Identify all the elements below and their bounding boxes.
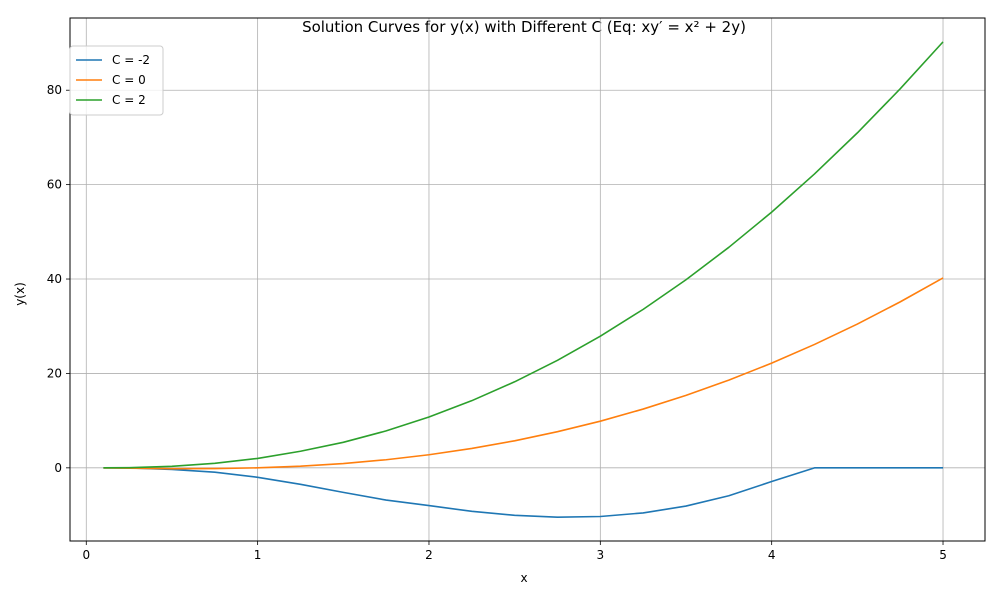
axis-ticks: 0 1 2 3 4 5 0 20 40 60 80 <box>47 83 947 562</box>
x-tick-label: 4 <box>768 548 776 562</box>
series-lines <box>103 41 944 519</box>
x-tick-label: 5 <box>939 548 947 562</box>
x-tick-label: 0 <box>82 548 90 562</box>
chart-title: Solution Curves for y(x) with Different … <box>302 18 746 36</box>
y-tick-label: 20 <box>47 366 62 380</box>
y-axis-label: y(x) <box>13 282 27 306</box>
y-tick-label: 80 <box>47 83 62 97</box>
grid <box>70 18 985 541</box>
y-tick-label: 40 <box>47 272 62 286</box>
legend-box <box>69 45 164 116</box>
x-tick-label: 1 <box>254 548 262 562</box>
x-tick-label: 3 <box>597 548 605 562</box>
x-axis-label: x <box>520 571 527 585</box>
y-tick-label: 60 <box>47 178 62 192</box>
series-line-2 <box>103 277 944 470</box>
legend: C = -2 C = 0 C = 2 <box>69 45 164 116</box>
x-tick-label: 2 <box>425 548 433 562</box>
y-tick-label: 0 <box>54 461 62 475</box>
plot-frame <box>69 17 986 542</box>
legend-label-2: C = 0 <box>112 73 146 87</box>
legend-label-1: C = -2 <box>112 53 150 67</box>
series-line-1 <box>103 467 944 519</box>
series-line-3 <box>103 41 944 469</box>
legend-label-3: C = 2 <box>112 93 146 107</box>
